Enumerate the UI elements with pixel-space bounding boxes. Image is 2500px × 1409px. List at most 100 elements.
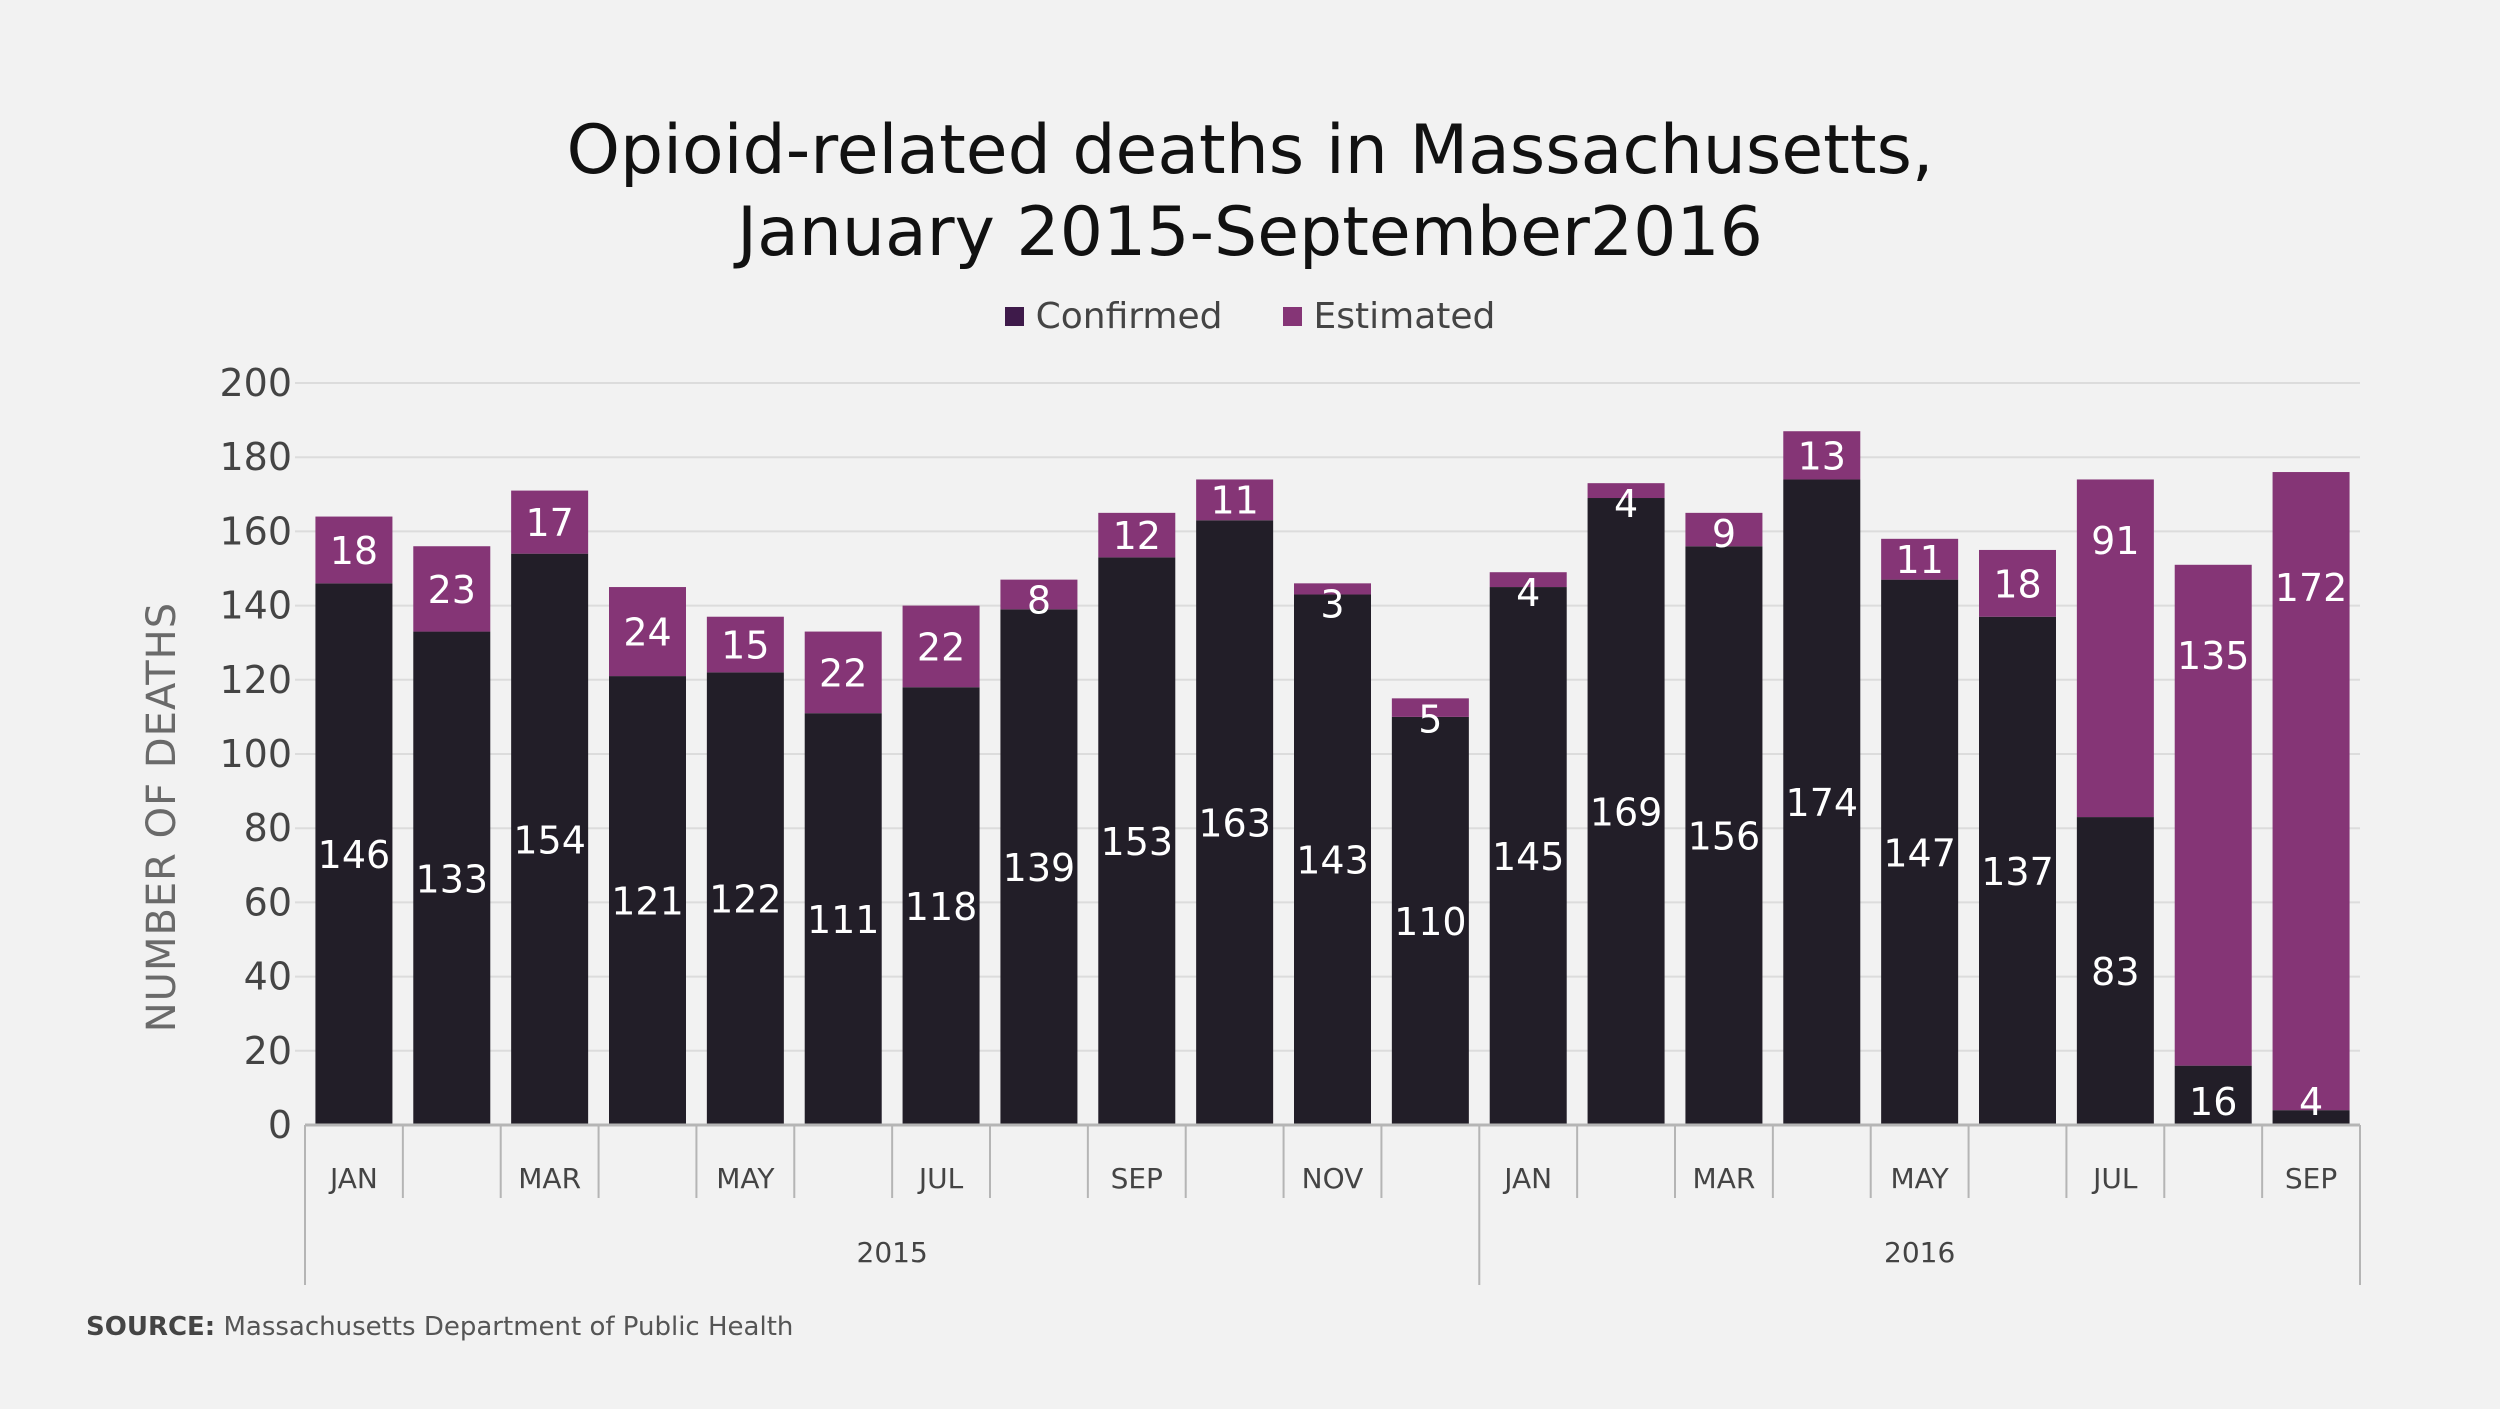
bar-label-confirmed: 147	[1883, 831, 1956, 875]
bar-confirmed	[1881, 579, 1959, 1125]
bar-estimated	[511, 490, 589, 554]
x-tick-label: JUL	[2091, 1162, 2138, 1195]
bar-label-confirmed: 110	[1394, 900, 1467, 944]
bar-confirmed	[315, 583, 393, 1125]
bar-estimated	[706, 616, 784, 673]
bar-label-confirmed: 111	[807, 898, 880, 942]
bar-confirmed	[1294, 594, 1371, 1125]
bar-confirmed	[1196, 520, 1274, 1125]
bar-label-confirmed: 4	[2299, 1080, 2323, 1124]
legend-label-estimated: Estimated	[1313, 296, 1496, 337]
bar-confirmed	[1783, 479, 1861, 1126]
bar-label-confirmed: 163	[1198, 802, 1271, 846]
bar-estimated	[413, 546, 491, 632]
bar-label-confirmed: 169	[1590, 791, 1663, 835]
bar-confirmed	[1587, 498, 1665, 1125]
source-text: Massachusetts Department of Public Healt…	[223, 1312, 794, 1342]
bar-estimated	[1098, 512, 1176, 558]
bar-label-confirmed: 122	[709, 878, 782, 922]
bar-label-confirmed: 174	[1786, 781, 1859, 825]
bar-confirmed	[1098, 557, 1176, 1125]
bar-label-confirmed: 16	[2189, 1080, 2237, 1124]
bar-confirmed	[706, 672, 784, 1125]
bar-estimated	[609, 587, 686, 677]
bar-estimated	[1000, 579, 1078, 610]
bar-estimated	[2076, 479, 2154, 818]
bar-label-estimated: 18	[330, 529, 378, 573]
bar-confirmed	[609, 676, 686, 1125]
bar-estimated	[902, 605, 980, 688]
bar-label-estimated: 23	[428, 568, 476, 612]
bar-label-confirmed: 156	[1688, 815, 1761, 859]
bar-confirmed	[1979, 616, 2056, 1125]
bar-label-estimated: 22	[819, 651, 867, 695]
y-tick-label: 20	[244, 1029, 292, 1073]
bar-label-confirmed: 121	[611, 880, 684, 924]
bar-estimated	[1489, 572, 1567, 588]
y-tick-label: 120	[219, 658, 292, 702]
y-tick-label: 60	[244, 880, 292, 924]
bar-confirmed	[413, 631, 491, 1125]
legend-item-estimated: Estimated	[1282, 296, 1496, 337]
bar-label-estimated: 4	[1516, 571, 1540, 615]
bar-label-confirmed: 145	[1492, 835, 1565, 879]
y-tick-label: 40	[244, 955, 292, 999]
bar-label-confirmed: 143	[1296, 839, 1369, 883]
x-tick-label: JAN	[328, 1162, 378, 1195]
bar-label-estimated: 15	[721, 624, 769, 668]
legend-swatch-estimated	[1282, 307, 1302, 326]
bar-estimated	[1881, 538, 1959, 580]
bar-label-estimated: 91	[2091, 519, 2139, 563]
chart-title: Opioid-related deaths in Massachusetts, …	[0, 110, 2500, 274]
x-tick-label: MAY	[716, 1162, 775, 1195]
bar-confirmed	[2076, 817, 2154, 1125]
bar-label-estimated: 135	[2177, 634, 2250, 678]
year-group-label: 2016	[1884, 1236, 1955, 1269]
bar-label-confirmed: 146	[318, 833, 391, 877]
y-axis-label: NUMBER OF DEATHS	[139, 602, 185, 1032]
chart-title-line-2: January 2015-September2016	[737, 193, 1763, 272]
y-tick-label: 140	[219, 584, 292, 628]
year-group-label: 2015	[857, 1236, 928, 1269]
x-tick-label: NOV	[1302, 1162, 1364, 1195]
bar-confirmed	[1391, 716, 1469, 1125]
bar-estimated	[1587, 483, 1665, 499]
bar-confirmed	[2174, 1065, 2252, 1125]
bar-label-confirmed: 133	[416, 857, 489, 901]
bar-label-estimated: 5	[1418, 697, 1442, 741]
bar-label-estimated: 12	[1113, 514, 1161, 558]
bar-estimated	[1294, 583, 1371, 595]
source-note: SOURCE: Massachusetts Department of Publ…	[86, 1312, 793, 1342]
y-tick-label: 80	[244, 806, 292, 850]
bar-estimated	[1196, 479, 1274, 521]
chart-title-line-1: Opioid-related deaths in Massachusetts,	[566, 111, 1934, 190]
bar-label-estimated: 9	[1712, 512, 1736, 556]
x-tick-label: MAY	[1891, 1162, 1950, 1195]
bar-confirmed	[902, 687, 980, 1125]
y-tick-label: 160	[219, 509, 292, 553]
bar-estimated	[1979, 549, 2056, 617]
bar-label-estimated: 18	[1993, 562, 2041, 606]
x-tick-label: SEP	[2285, 1162, 2337, 1195]
bar-confirmed	[1685, 546, 1763, 1125]
bar-label-estimated: 13	[1798, 434, 1846, 478]
bar-label-confirmed: 139	[1003, 846, 1076, 890]
x-tick-label: SEP	[1111, 1162, 1163, 1195]
bar-label-estimated: 11	[1895, 538, 1943, 582]
y-tick-label: 0	[268, 1103, 292, 1147]
bar-label-confirmed: 83	[2091, 950, 2139, 994]
bar-label-confirmed: 153	[1101, 820, 1174, 864]
bar-confirmed	[2272, 1110, 2350, 1125]
x-tick-label: JUL	[917, 1162, 964, 1195]
y-tick-label: 100	[219, 732, 292, 776]
bar-estimated	[1391, 698, 1469, 717]
bar-label-estimated: 172	[2275, 566, 2348, 610]
bar-estimated	[1685, 512, 1763, 547]
source-label: SOURCE:	[86, 1312, 216, 1342]
bar-label-estimated: 11	[1210, 478, 1258, 522]
chart-legend: Confirmed Estimated	[0, 296, 2500, 337]
bar-confirmed	[511, 553, 589, 1125]
bar-label-estimated: 8	[1027, 579, 1051, 623]
bar-label-estimated: 17	[525, 501, 573, 545]
